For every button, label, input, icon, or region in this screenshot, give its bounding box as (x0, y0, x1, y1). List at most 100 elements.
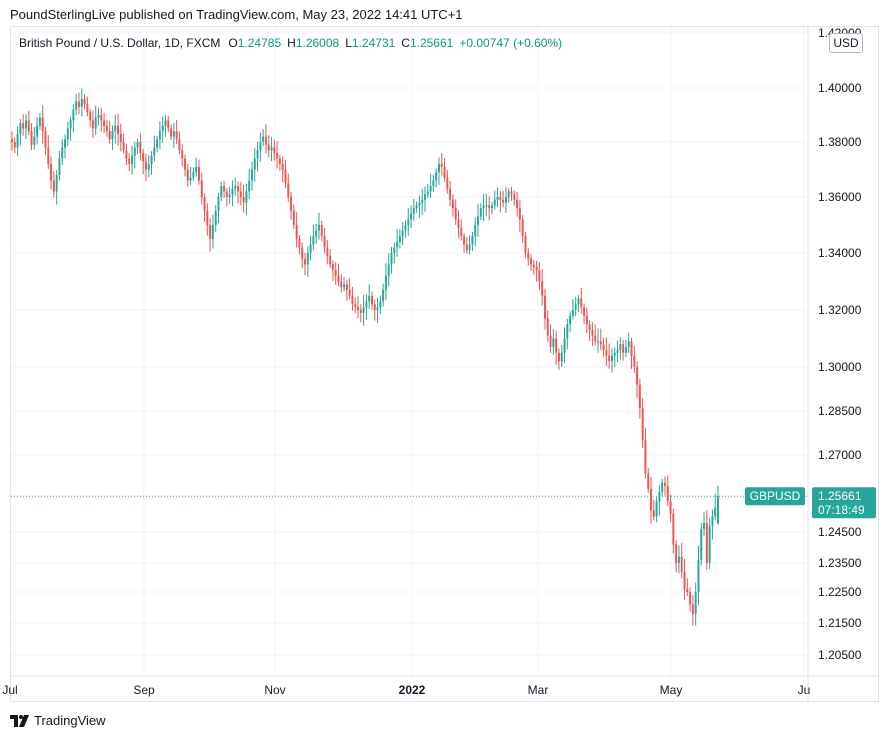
candle (538, 262, 541, 291)
candle (301, 242, 304, 269)
candle (242, 184, 245, 213)
candle-body (510, 191, 513, 195)
candle-body (485, 205, 488, 207)
tradingview-footer[interactable]: TradingView (10, 713, 106, 728)
candle (83, 94, 86, 110)
candle-body (80, 98, 83, 107)
low-value: 1.24731 (351, 36, 396, 50)
candle (418, 195, 421, 218)
candle (460, 219, 463, 241)
candle (672, 508, 675, 554)
candle-body (571, 310, 574, 316)
candle (86, 96, 89, 117)
candle-body (276, 153, 279, 159)
candle-body (117, 125, 120, 134)
candle (144, 153, 147, 182)
candle (577, 295, 580, 313)
candle-body (382, 290, 385, 302)
candle-body (128, 158, 131, 164)
candle-body (38, 117, 41, 126)
candle (189, 166, 192, 186)
candle (530, 254, 533, 272)
candle (616, 340, 619, 363)
candle (203, 193, 206, 222)
x-tick-label: Nov (264, 683, 285, 697)
candle-body (237, 186, 240, 192)
symbol-title[interactable]: British Pound / U.S. Dollar, 1D, FXCM (19, 36, 221, 50)
candle (225, 187, 228, 207)
candle-body (474, 225, 477, 237)
candle-body (105, 125, 108, 132)
candle-body (242, 197, 245, 203)
candle-body (270, 147, 273, 151)
candle-body (66, 128, 69, 140)
candle (490, 201, 493, 215)
candle (278, 154, 281, 171)
candle-body (142, 153, 145, 162)
chart-frame[interactable] (10, 26, 879, 702)
candle (658, 485, 661, 516)
candle (552, 328, 555, 355)
candle-body (705, 522, 708, 563)
candle-body (295, 225, 298, 239)
candle-body (636, 367, 639, 385)
candle-body (594, 335, 597, 342)
candle (474, 217, 477, 247)
candle-body (496, 197, 499, 200)
candle (228, 186, 231, 205)
candle (396, 229, 399, 257)
candle (661, 478, 664, 496)
high-label: H (287, 36, 296, 50)
candle-body (11, 139, 13, 142)
x-tick-label: May (660, 683, 683, 697)
candle-body (343, 284, 346, 288)
candle-body (502, 199, 505, 203)
candle (594, 324, 597, 346)
candle (354, 297, 357, 313)
candle (532, 259, 535, 275)
candle (683, 558, 686, 600)
candle (644, 428, 647, 479)
candle-body (61, 147, 64, 159)
candle (686, 578, 689, 596)
candle-body (30, 131, 33, 145)
candle (368, 284, 371, 309)
candle (292, 204, 295, 229)
currency-badge[interactable]: USD (829, 33, 863, 53)
candle-body (379, 301, 382, 308)
candle (47, 135, 50, 170)
candle-body (566, 324, 569, 339)
candle (72, 104, 75, 132)
candle-body (591, 329, 594, 336)
candle-body (273, 147, 276, 153)
candle-body (287, 183, 290, 197)
candle (89, 108, 92, 128)
candle (440, 152, 443, 176)
candle-body (610, 355, 613, 362)
candle-body (368, 295, 371, 302)
candle (384, 263, 387, 300)
candle (334, 262, 337, 285)
candle (451, 194, 454, 217)
y-tick-label: 1.30000 (818, 360, 862, 374)
candle (650, 477, 653, 524)
candle-body (167, 120, 170, 129)
candle (580, 287, 583, 314)
candle (103, 112, 106, 134)
candle (178, 131, 181, 155)
candle (496, 187, 499, 207)
candle (262, 129, 265, 147)
candle (66, 121, 69, 146)
candle (404, 220, 407, 238)
candle-body (317, 225, 320, 231)
candle (412, 198, 415, 221)
candle-body (91, 120, 94, 129)
candle-body (387, 264, 390, 276)
candle-body (197, 166, 200, 181)
high-value: 1.26008 (295, 36, 340, 50)
candle (164, 114, 167, 137)
candle (264, 124, 267, 154)
candle (432, 174, 435, 192)
candle-body (309, 244, 312, 253)
